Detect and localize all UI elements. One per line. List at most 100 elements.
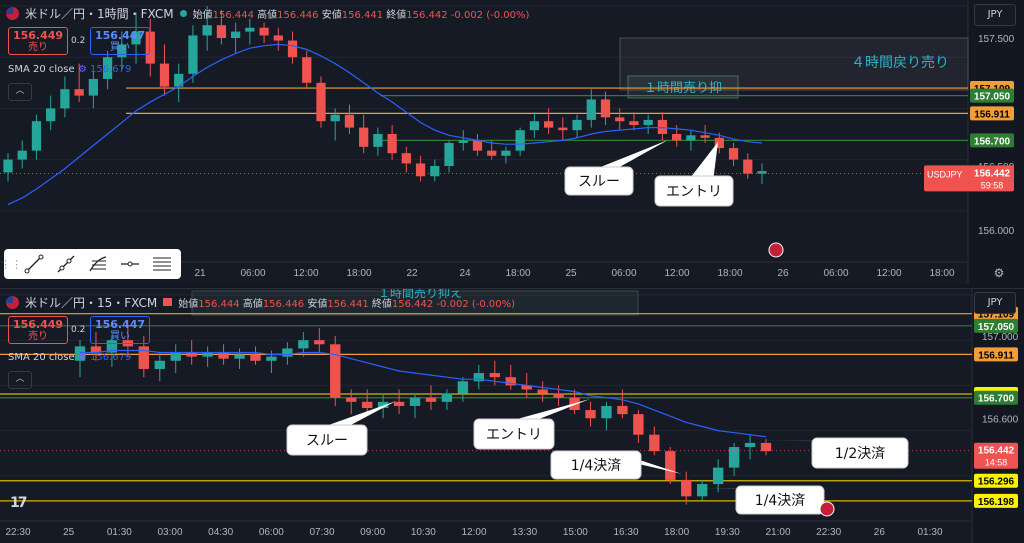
x-tick-label: 13:30 [512, 527, 537, 538]
sma-legend[interactable]: SMA 20 close ⚙ 156.679 [8, 64, 131, 75]
x-tick-label: 06:00 [240, 268, 265, 279]
zone-1h-sell [627, 75, 739, 99]
price-level-tag [970, 88, 1014, 103]
chart-pane-15m[interactable]: １時間売り抑え157.109157.050156.911156.718156.7… [0, 288, 1024, 543]
high-value: 156.446 [277, 9, 319, 21]
sma-value: 156.679 [90, 352, 132, 363]
buy-label: 買い [110, 331, 130, 342]
candle-body [473, 373, 485, 382]
candle-body [302, 57, 312, 83]
trend-line-tool-icon[interactable] [18, 249, 50, 279]
horizontal-line-tool-icon[interactable] [114, 249, 146, 279]
y-tick-label: 157.500 [978, 34, 1015, 45]
callout-through-box [286, 424, 368, 456]
currency-selector[interactable]: JPY [974, 292, 1016, 314]
candle-body [553, 393, 564, 398]
callout-half-box [811, 437, 909, 469]
callout-quarter-2-box [735, 485, 825, 515]
chart-1h-canvas[interactable]: ４時間戻り売り１時間売り抑157.109157.050156.911156.70… [0, 0, 1024, 284]
chart-1h-header: 米ドル／円・1時間・FXCM 始値156.444 高値156.446 安値156… [6, 5, 529, 21]
fib-tool-icon[interactable] [82, 249, 114, 279]
sma-value: 156.679 [90, 64, 132, 75]
candle-body [521, 385, 532, 390]
spread-value: 0.2 [71, 36, 86, 46]
change-value: -0.002 (-0.00%) [436, 298, 516, 310]
ray-tool-icon[interactable] [50, 249, 82, 279]
sma-line [7, 43, 763, 205]
x-tick-label: 12:00 [461, 527, 486, 538]
symbol-title[interactable]: 米ドル／円・15・FXCM [25, 295, 158, 310]
candle-body [170, 352, 181, 361]
candle-body [728, 447, 740, 468]
price-level-tag [970, 106, 1014, 121]
candle-body [282, 348, 293, 357]
sell-label: 売り [28, 42, 48, 53]
candle-body [744, 442, 756, 448]
candle-body [330, 114, 340, 122]
buy-button[interactable]: 156.447 買い [90, 27, 150, 55]
candle-body [409, 397, 421, 406]
x-tick-label: 16:30 [613, 527, 638, 538]
chart-pane-1h[interactable]: ４時間戻り売り１時間売り抑157.109157.050156.911156.70… [0, 0, 1024, 284]
candle-body [145, 31, 155, 64]
x-tick-label: 18:00 [505, 268, 530, 279]
candle-body [393, 401, 405, 406]
collapse-legend-button[interactable]: ︿ [8, 371, 32, 389]
x-tick-label: 18:00 [346, 268, 371, 279]
x-tick-label: 18:00 [717, 268, 742, 279]
market-open-dot-icon [179, 9, 187, 17]
candle-body [138, 346, 149, 369]
chart-settings-gear-icon[interactable]: ⚙ [993, 266, 1005, 280]
zone-label-4h: ４時間戻り売り [851, 55, 949, 71]
collapse-legend-button[interactable]: ︿ [8, 83, 32, 101]
sma-settings-icon[interactable]: ⚙ [77, 352, 87, 363]
candle-body [444, 142, 454, 166]
candle-body [657, 119, 668, 134]
sma-legend[interactable]: SMA 20 close ⚙ 156.679 [8, 352, 131, 363]
last-price-value: 156.442 [974, 168, 1011, 179]
change-value: -0.002 (-0.00%) [450, 9, 530, 21]
sma-label: SMA 20 close [8, 352, 75, 363]
toolbar-grip-icon[interactable]: ⋮⋮ [0, 257, 22, 271]
parallel-lines-tool-icon[interactable] [146, 249, 178, 279]
buy-button[interactable]: 156.447 買い [90, 316, 150, 344]
close-value: 156.442 [391, 298, 434, 310]
callout-entry-box [473, 418, 555, 450]
callout-entry-text: エントリ [666, 184, 722, 200]
chart-15m-header: 米ドル／円・15・FXCM 始値156.444 高値156.446 安値156.… [6, 294, 515, 310]
candle-body [3, 159, 13, 173]
close-label: 終値 [371, 298, 392, 310]
candle-body [643, 119, 653, 126]
callout-quarter-1-text: 1/4決済 [571, 458, 622, 474]
currency-selector[interactable]: JPY [974, 4, 1016, 26]
x-tick-label: 04:30 [208, 527, 233, 538]
candle-body [316, 82, 326, 122]
candle-body [31, 121, 42, 151]
candle-body [344, 114, 355, 128]
sell-button[interactable]: 156.449 売り [8, 27, 68, 55]
market-closed-square-icon [163, 298, 173, 306]
symbol-title[interactable]: 米ドル／円・1時間・FXCM [25, 6, 174, 21]
price-level-value: 157.109 [978, 310, 1015, 321]
candle-body [697, 484, 708, 497]
candle-body [259, 27, 269, 36]
buy-label: 買い [110, 42, 130, 53]
open-label: 始値 [178, 298, 199, 310]
candle-body [314, 340, 325, 345]
candle-body [487, 150, 497, 156]
candle-body [287, 40, 298, 58]
low-value: 156.441 [327, 298, 369, 310]
candle-body [457, 381, 469, 394]
sma-settings-icon[interactable]: ⚙ [77, 64, 87, 75]
candle-body [17, 150, 27, 160]
sell-button[interactable]: 156.449 売り [8, 316, 68, 344]
x-tick-label: 21:00 [765, 527, 790, 538]
us-flag-icon [6, 6, 19, 20]
x-tick-label: 18:00 [664, 527, 689, 538]
tradingview-logo: 17 [10, 495, 28, 511]
candle-body [649, 434, 660, 452]
callout-entry-pointer [510, 399, 590, 421]
open-value: 156.444 [212, 9, 254, 21]
x-tick-label: 22 [406, 268, 418, 279]
chart-15m-canvas[interactable]: １時間売り抑え157.109157.050156.911156.718156.7… [0, 289, 1024, 543]
